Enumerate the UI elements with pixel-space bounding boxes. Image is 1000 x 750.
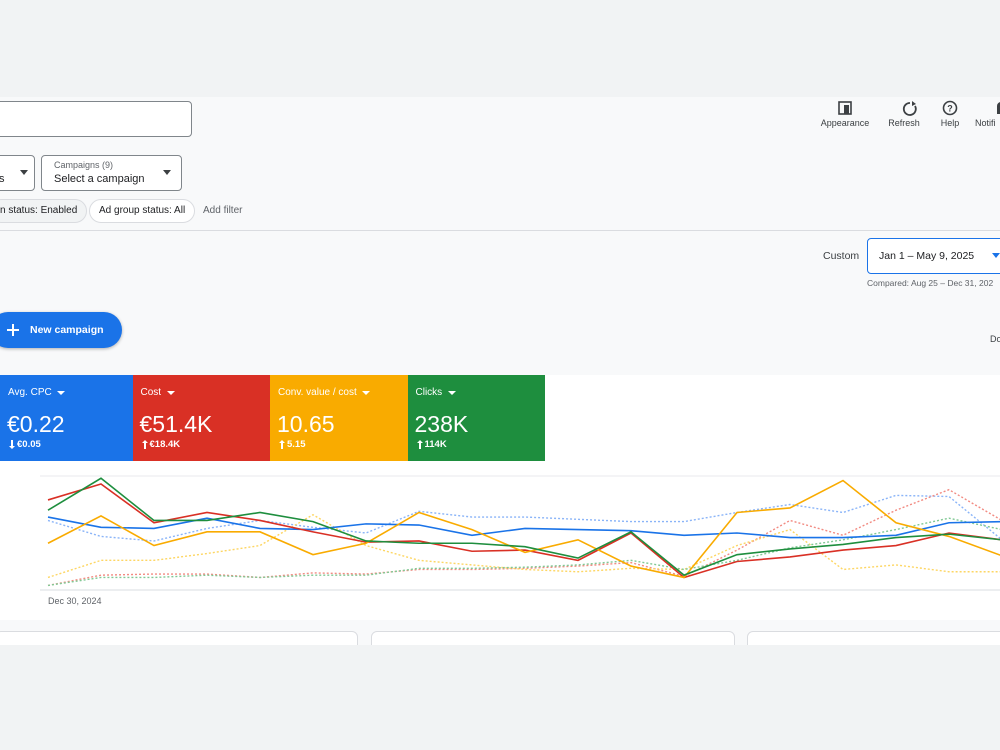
arrow xyxy=(166,391,175,395)
svg-text:?: ? xyxy=(947,104,953,114)
arrow xyxy=(141,440,148,449)
metric-name: Conv. value / cost xyxy=(278,387,357,398)
arrow xyxy=(362,391,370,395)
dropdown-arrow xyxy=(992,253,1000,258)
metric-value: €51.4K xyxy=(139,411,213,437)
dropdown-arrow xyxy=(57,391,65,395)
metric-card: Conv. value / cost 10.65 5.15 xyxy=(270,375,408,461)
filter-chip[interactable]: n status: Enabled xyxy=(0,199,88,223)
change-arrow xyxy=(9,440,15,449)
metric-card: Cost €51.4K €18.4K xyxy=(132,375,270,461)
divider xyxy=(0,230,1000,231)
campaign-dropdown[interactable]: Campaigns (9) Select a campaign xyxy=(41,155,182,191)
metric-value: 10.65 xyxy=(277,411,335,437)
appearance-button[interactable]: Appearance xyxy=(820,118,870,128)
level-dropdown[interactable]: s xyxy=(0,155,35,191)
metric-value: 238K xyxy=(414,411,469,437)
filter-chip[interactable]: Ad group status: All xyxy=(89,199,196,223)
search-box[interactable] xyxy=(0,101,192,137)
bottom-area xyxy=(0,645,1000,750)
help-button[interactable]: Help xyxy=(940,118,960,128)
arrow xyxy=(279,440,285,449)
metric-change: €0.05 xyxy=(17,439,41,450)
dropdown-arrow xyxy=(20,170,28,175)
metric-change: €18.4K xyxy=(149,439,181,450)
metric-value: €0.22 xyxy=(7,411,65,437)
comparison-line xyxy=(47,494,1000,542)
change-arrow xyxy=(416,440,423,449)
dropdown-value: Select a campaign xyxy=(54,173,145,185)
date-range-picker[interactable]: Jan 1 – May 9, 2025 xyxy=(867,238,1000,274)
date-range-label: Custom xyxy=(823,250,860,262)
dropdown-arrow xyxy=(166,391,175,395)
metric-change: 5.15 xyxy=(287,439,306,450)
dropdown-arrow xyxy=(362,391,370,395)
comparison-line xyxy=(47,517,1000,587)
date-range-value: Jan 1 – May 9, 2025 xyxy=(879,250,975,262)
dropdown-arrow xyxy=(163,170,171,175)
cut-text: Do xyxy=(990,334,1000,344)
metric-name: Cost xyxy=(140,387,162,398)
arrow xyxy=(447,391,456,395)
metric-card: Avg. CPC €0.22 €0.05 xyxy=(0,375,133,461)
change-arrow xyxy=(141,440,148,449)
add-filter[interactable]: Add filter xyxy=(203,205,243,216)
metric-card: Clicks 238K 114K xyxy=(407,375,545,461)
new-campaign-button[interactable]: New campaign xyxy=(0,312,122,348)
button-label: New campaign xyxy=(30,324,104,336)
performance-chart: Dec 30, 2024 xyxy=(40,475,1000,606)
refresh-button[interactable]: Refresh xyxy=(888,118,920,128)
metric-change: 114K xyxy=(424,439,447,450)
arrow xyxy=(57,391,65,395)
series-line xyxy=(47,483,1000,579)
plus-icon xyxy=(7,324,19,336)
dropdown-label: Campaigns (9) xyxy=(54,160,114,170)
arrow xyxy=(416,440,423,449)
series-line xyxy=(47,516,1000,539)
compared-range: Compared: Aug 25 – Dec 31, 202 xyxy=(867,278,994,288)
series-line xyxy=(47,477,1000,577)
notifications-button[interactable]: Notifi xyxy=(975,118,996,128)
toolbar-icons: ? xyxy=(838,100,1000,116)
arrow xyxy=(9,440,15,449)
dropdown-arrow xyxy=(447,391,456,395)
metric-name: Clicks xyxy=(415,387,443,398)
series-line xyxy=(47,479,1000,579)
dropdown-value: s xyxy=(0,173,5,185)
change-arrow xyxy=(279,440,285,449)
x-axis-label: Dec 30, 2024 xyxy=(48,596,102,606)
metric-name: Avg. CPC xyxy=(8,387,52,398)
